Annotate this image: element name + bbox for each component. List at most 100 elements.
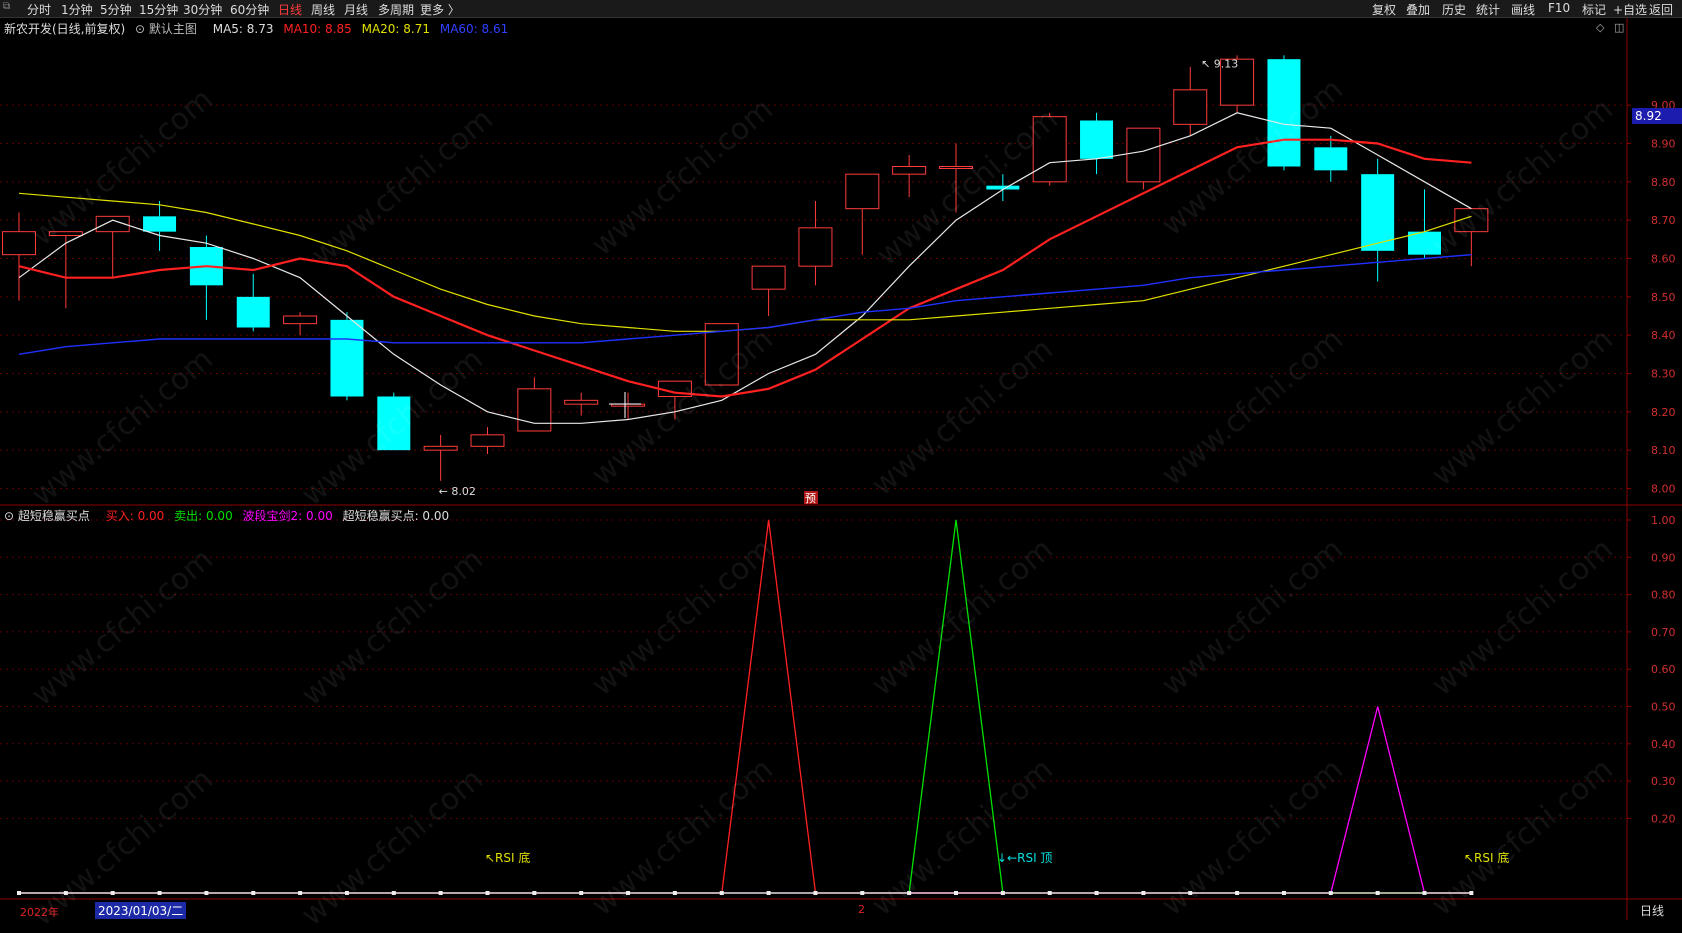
indicator-tick-label: 0.40 (1651, 738, 1676, 751)
ma20-value: MA20: 8.71 (361, 22, 431, 36)
candle-body-down (236, 296, 270, 328)
candle-body-down (1361, 174, 1395, 251)
indicator-tick-label: 0.30 (1651, 775, 1676, 788)
indicator-dropdown[interactable]: ⊙ 超短稳赢买点 (4, 509, 90, 523)
low-price-label: ← 8.02 (439, 485, 476, 498)
toolbar-action-8[interactable]: 返回 (1649, 3, 1674, 17)
candle-body-up (845, 173, 880, 210)
candle-body-down (1267, 59, 1301, 167)
time-axis-tick: 2 (858, 903, 865, 916)
candle-body-up (1220, 58, 1255, 106)
wave-value: 波段宝剑2: 0.00 (242, 509, 333, 523)
candle-body-down (330, 319, 364, 397)
indicator-name: 超短稳赢买点 (17, 509, 90, 523)
candle-body-up (704, 323, 739, 386)
indicator-line-0 (19, 519, 1472, 894)
buy-value: 买入: 0.00 (105, 509, 165, 523)
price-tick-label: 8.80 (1651, 176, 1676, 189)
indicator-line-2 (19, 706, 1472, 894)
toolbar-tab-7[interactable]: 周线 (311, 3, 336, 17)
template-dropdown[interactable]: ⊙ 默认主图 (135, 22, 197, 36)
indicator-tick-label: 0.90 (1651, 551, 1676, 564)
candle-body-up (1032, 116, 1067, 183)
indicator-tick-label: 0.70 (1651, 626, 1676, 639)
panel-toggle-icon[interactable]: ◫ (1614, 21, 1625, 34)
price-tick-label: 8.00 (1651, 483, 1676, 496)
price-tick-label: 8.40 (1651, 329, 1676, 342)
candle-body-up (423, 445, 458, 451)
period-button[interactable]: 日线 (1640, 904, 1665, 918)
toolbar-action-0[interactable]: 复权 (1372, 3, 1397, 17)
sub-legend: ⊙ 超短稳赢买点 买入: 0.00 卖出: 0.00 波段宝剑2: 0.00 超… (4, 507, 455, 524)
indicator-tick-label: 1.00 (1651, 514, 1676, 527)
toolbar-action-2[interactable]: 历史 (1442, 3, 1467, 17)
toolbar-tab-1[interactable]: 1分钟 (61, 3, 93, 17)
sell-value: 卖出: 0.00 (174, 509, 233, 523)
candle-body-up (283, 315, 318, 325)
rsi-top-note: ↓←RSI 顶 (997, 851, 1052, 865)
point-value: 超短稳赢买点: 0.00 (342, 509, 450, 523)
toolbar-action-4[interactable]: 画线 (1511, 3, 1536, 17)
toolbar-tab-10[interactable]: 更多 〉 (420, 3, 460, 17)
candle-body-up (517, 388, 552, 432)
current-price-badge: 8.92 (1632, 108, 1682, 124)
cursor-date-label: 2023/01/03/二 (95, 902, 187, 919)
candle-body-up (939, 166, 973, 169)
indicator-tick-label: 0.60 (1651, 663, 1676, 676)
window-icon: ⧉ (3, 1, 11, 12)
candle-body-down (1314, 147, 1348, 171)
rsi-bottom-note-1: ↖RSI 底 (485, 850, 530, 865)
ma5-value: MA5: 8.73 (212, 22, 274, 36)
year-label: 2022年 (20, 906, 59, 919)
candle-body-down (986, 185, 1020, 190)
toolbar-tab-9[interactable]: 多周期 (378, 3, 415, 17)
pre-marker-box (804, 491, 818, 504)
candle-body-up (2, 231, 36, 256)
toolbar-tab-5[interactable]: 60分钟 (230, 3, 270, 17)
ma10-value: MA10: 8.85 (283, 22, 352, 36)
price-tick-label: 8.10 (1651, 444, 1676, 457)
stock-title: 新农开发(日线,前复权) (4, 22, 126, 36)
candle-body-up (751, 265, 786, 290)
candle-body-up (470, 434, 505, 447)
candle-body-up (48, 231, 83, 237)
price-tick-label: 8.20 (1651, 406, 1676, 419)
toolbar-action-3[interactable]: 统计 (1476, 3, 1501, 17)
candle-body-up (564, 399, 599, 405)
high-price-label: ↖ 9.13 (1201, 57, 1238, 70)
candle-body-up (798, 227, 833, 267)
price-tick-label: 8.50 (1651, 291, 1676, 304)
ma-line-ma10 (18, 138, 1472, 398)
indicator-tick-label: 0.80 (1651, 589, 1676, 602)
toolbar-tab-3[interactable]: 15分钟 (139, 3, 179, 17)
price-tick-label: 8.60 (1651, 253, 1676, 266)
price-tick-label: 8.70 (1651, 214, 1676, 227)
candle-body-up (95, 215, 130, 233)
toolbar-action-5[interactable]: F10 (1548, 1, 1571, 15)
toolbar-action-7[interactable]: +自选 (1613, 3, 1648, 17)
indicator-tick-label: 0.50 (1651, 701, 1676, 714)
indicator-tick-label: 0.20 (1651, 812, 1676, 825)
template-label: 默认主图 (148, 22, 197, 36)
toolbar-action-1[interactable]: 叠加 (1406, 3, 1431, 17)
toolbar-action-6[interactable]: 标记 (1582, 3, 1607, 17)
candle-body-down (1408, 231, 1441, 255)
toolbar-tab-8[interactable]: 月线 (344, 3, 369, 17)
diamond-icon[interactable]: ◇ (1596, 21, 1605, 34)
candle-body-up (1173, 89, 1208, 125)
ma-line-ma5 (18, 112, 1472, 424)
pre-marker-label: 预 (805, 492, 816, 505)
price-tick-label: 8.30 (1651, 368, 1676, 381)
ma60-value: MA60: 8.61 (439, 22, 509, 36)
candle-body-up (1126, 127, 1161, 183)
toolbar-tab-0[interactable]: 分时 (27, 3, 52, 17)
rsi-bottom-note-2: ↖RSI 底 (1464, 850, 1509, 865)
candle-body-down (143, 216, 177, 232)
candle-body-up (892, 166, 927, 175)
toolbar-tab-2[interactable]: 5分钟 (100, 3, 132, 17)
toolbar-tab-6[interactable]: 日线 (278, 3, 303, 17)
toolbar-tab-4[interactable]: 30分钟 (183, 3, 223, 17)
ma-line-ma60 (18, 254, 1472, 355)
toolbar: ⧉ 分时 1分钟 5分钟 15分钟 30分钟 60分钟 日线 周线 月线 多周期 更多 〉 复权 叠加… (0, 0, 1682, 18)
